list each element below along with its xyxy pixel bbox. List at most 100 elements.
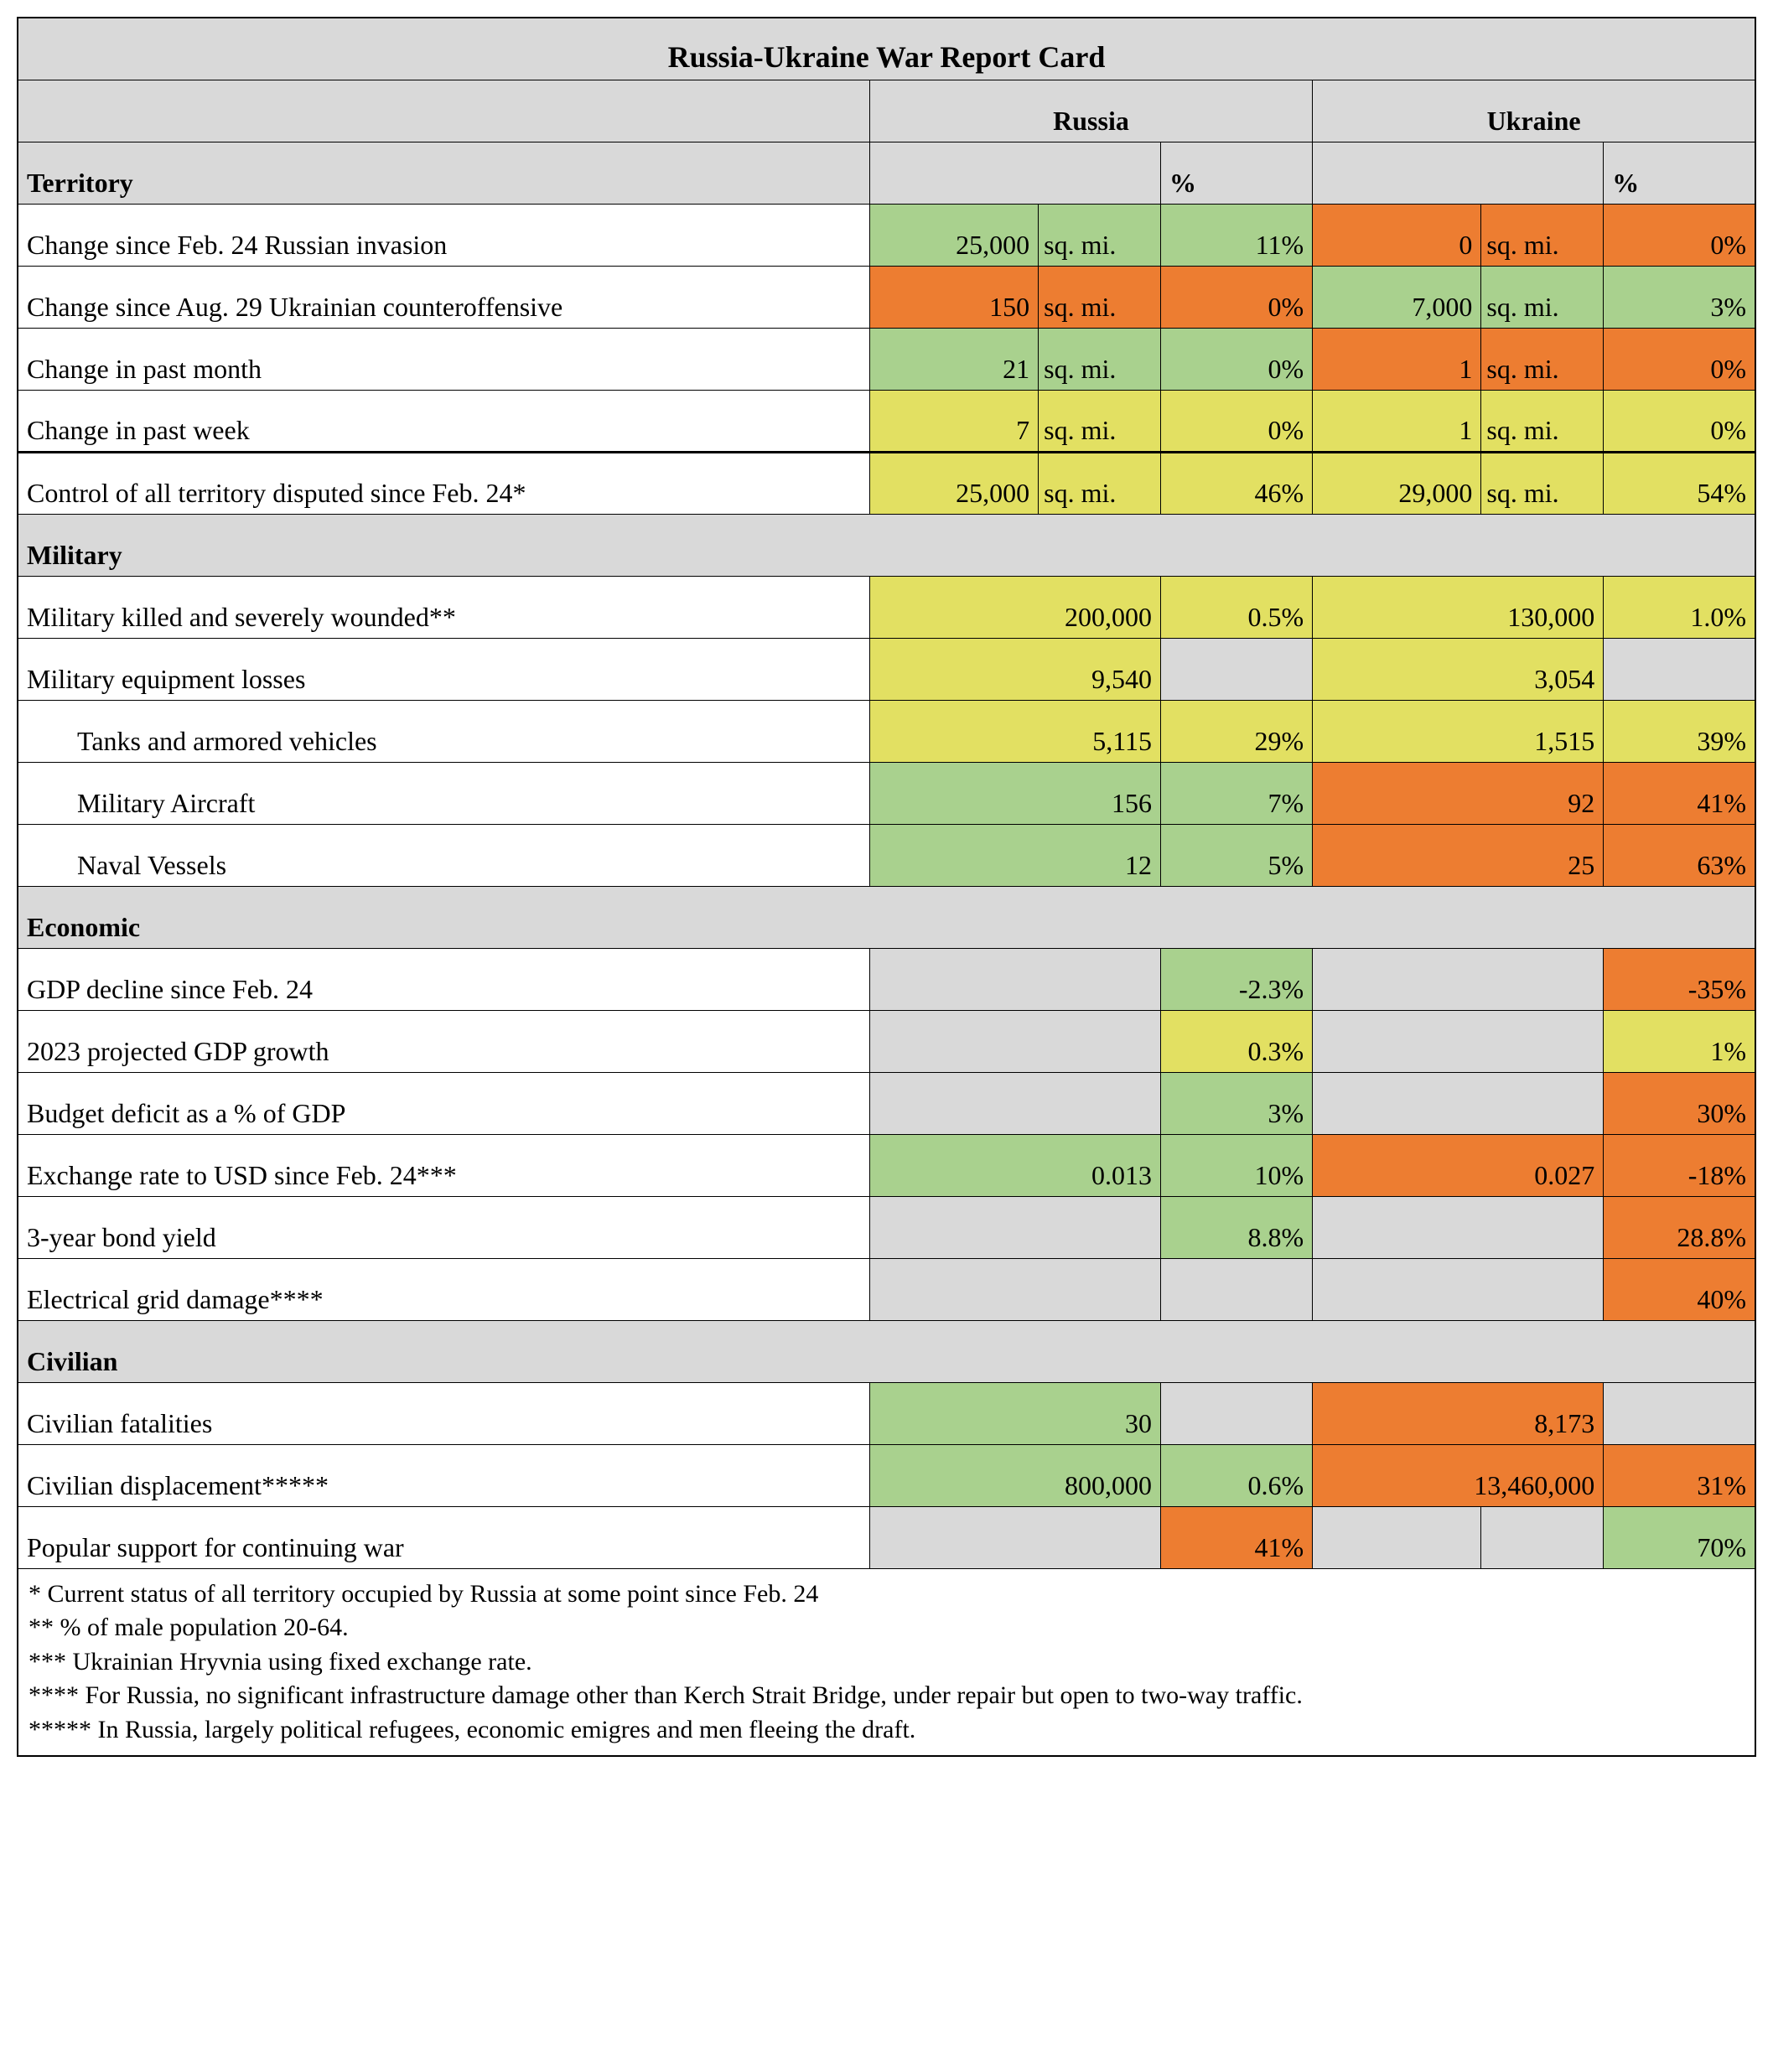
title-row: Russia-Ukraine War Report Card: [18, 18, 1755, 80]
u-pct: 39%: [1604, 700, 1755, 762]
u-unit: sq. mi.: [1481, 452, 1604, 514]
u-pct: 63%: [1604, 824, 1755, 886]
r-pct: 0%: [1161, 328, 1313, 390]
label: Popular support for continuing war: [18, 1506, 869, 1568]
u-pct: 1%: [1604, 1010, 1755, 1072]
table-title: Russia-Ukraine War Report Card: [18, 18, 1755, 80]
civilian-label: Civilian: [18, 1320, 1755, 1382]
territory-section-row: Territory % %: [18, 142, 1755, 204]
u-val: 0: [1313, 204, 1481, 266]
label: Control of all territory disputed since …: [18, 452, 869, 514]
r-val: 156: [869, 762, 1160, 824]
r-val: 21: [869, 328, 1038, 390]
u-pct: 31%: [1604, 1444, 1755, 1506]
u-unit: sq. mi.: [1481, 390, 1604, 452]
footnote-3: *** Ukrainian Hryvnia using fixed exchan…: [29, 1645, 1744, 1680]
label: Change since Feb. 24 Russian invasion: [18, 204, 869, 266]
row-terr-week: Change in past week 7 sq. mi. 0% 1 sq. m…: [18, 390, 1755, 452]
r-pct: 0.6%: [1161, 1444, 1313, 1506]
r-val: 9,540: [869, 638, 1160, 700]
r-val: 800,000: [869, 1444, 1160, 1506]
label: 2023 projected GDP growth: [18, 1010, 869, 1072]
r-pct: 3%: [1161, 1072, 1313, 1134]
r-val: 5,115: [869, 700, 1160, 762]
u-val: 7,000: [1313, 266, 1481, 328]
row-eco-fx: Exchange rate to USD since Feb. 24*** 0.…: [18, 1134, 1755, 1196]
u-pct: 0%: [1604, 328, 1755, 390]
u-val: [1313, 1258, 1604, 1320]
r-val: 12: [869, 824, 1160, 886]
country-header-row: Russia Ukraine: [18, 80, 1755, 142]
label: Exchange rate to USD since Feb. 24***: [18, 1134, 869, 1196]
r-pct: [1161, 1382, 1313, 1444]
u-pct: 28.8%: [1604, 1196, 1755, 1258]
pct-header-ukraine: %: [1604, 142, 1755, 204]
r-pct: -2.3%: [1161, 948, 1313, 1010]
r-pct: 46%: [1161, 452, 1313, 514]
civilian-section-row: Civilian: [18, 1320, 1755, 1382]
u-pct: 0%: [1604, 204, 1755, 266]
r-pct: 8.8%: [1161, 1196, 1313, 1258]
footnote-4: **** For Russia, no significant infrastr…: [29, 1679, 1744, 1713]
u-pct: 41%: [1604, 762, 1755, 824]
u-pct: [1604, 1382, 1755, 1444]
row-terr-aug29: Change since Aug. 29 Ukrainian counterof…: [18, 266, 1755, 328]
u-val: [1313, 948, 1604, 1010]
russia-header: Russia: [869, 80, 1312, 142]
u-val: [1313, 1196, 1604, 1258]
u-val: 29,000: [1313, 452, 1481, 514]
row-mil-air: Military Aircraft 156 7% 92 41%: [18, 762, 1755, 824]
r-pct: 0.3%: [1161, 1010, 1313, 1072]
footnote-5: ***** In Russia, largely political refug…: [29, 1713, 1744, 1748]
u-val-b: [1481, 1506, 1604, 1568]
r-val: [869, 1258, 1160, 1320]
row-terr-feb24: Change since Feb. 24 Russian invasion 25…: [18, 204, 1755, 266]
r-val: [869, 1196, 1160, 1258]
row-eco-deficit: Budget deficit as a % of GDP 3% 30%: [18, 1072, 1755, 1134]
r-val: 150: [869, 266, 1038, 328]
r-val: [869, 1010, 1160, 1072]
r-val: 200,000: [869, 576, 1160, 638]
label: Civilian displacement*****: [18, 1444, 869, 1506]
label: Tanks and armored vehicles: [18, 700, 869, 762]
r-pct: 0%: [1161, 390, 1313, 452]
r-pct: 41%: [1161, 1506, 1313, 1568]
label: Change in past week: [18, 390, 869, 452]
r-pct: 0%: [1161, 266, 1313, 328]
r-unit: sq. mi.: [1039, 328, 1161, 390]
u-val: 8,173: [1313, 1382, 1604, 1444]
pct-header-russia: %: [1161, 142, 1313, 204]
label: Electrical grid damage****: [18, 1258, 869, 1320]
u-val: 130,000: [1313, 576, 1604, 638]
u-unit: sq. mi.: [1481, 328, 1604, 390]
row-mil-naval: Naval Vessels 12 5% 25 63%: [18, 824, 1755, 886]
footnotes-cell: * Current status of all territory occupi…: [18, 1568, 1755, 1756]
r-val: 30: [869, 1382, 1160, 1444]
u-val: 92: [1313, 762, 1604, 824]
report-card-table: Russia-Ukraine War Report Card Russia Uk…: [17, 17, 1756, 1757]
u-val: 13,460,000: [1313, 1444, 1604, 1506]
label: 3-year bond yield: [18, 1196, 869, 1258]
row-eco-bond: 3-year bond yield 8.8% 28.8%: [18, 1196, 1755, 1258]
r-val: 25,000: [869, 204, 1038, 266]
u-val: [1313, 1072, 1604, 1134]
row-eco-proj: 2023 projected GDP growth 0.3% 1%: [18, 1010, 1755, 1072]
r-unit: sq. mi.: [1039, 452, 1161, 514]
r-pct: 10%: [1161, 1134, 1313, 1196]
ukraine-header: Ukraine: [1313, 80, 1755, 142]
row-civ-support: Popular support for continuing war 41% 7…: [18, 1506, 1755, 1568]
r-val: 0.013: [869, 1134, 1160, 1196]
r-unit: sq. mi.: [1039, 204, 1161, 266]
r-pct: [1161, 1258, 1313, 1320]
blank: [869, 142, 1160, 204]
u-pct: 3%: [1604, 266, 1755, 328]
u-val-a: [1313, 1506, 1481, 1568]
u-pct: 30%: [1604, 1072, 1755, 1134]
row-terr-month: Change in past month 21 sq. mi. 0% 1 sq.…: [18, 328, 1755, 390]
r-unit: sq. mi.: [1039, 390, 1161, 452]
r-val: 25,000: [869, 452, 1038, 514]
u-pct: 0%: [1604, 390, 1755, 452]
u-val: 25: [1313, 824, 1604, 886]
economic-section-row: Economic: [18, 886, 1755, 948]
u-pct: 40%: [1604, 1258, 1755, 1320]
